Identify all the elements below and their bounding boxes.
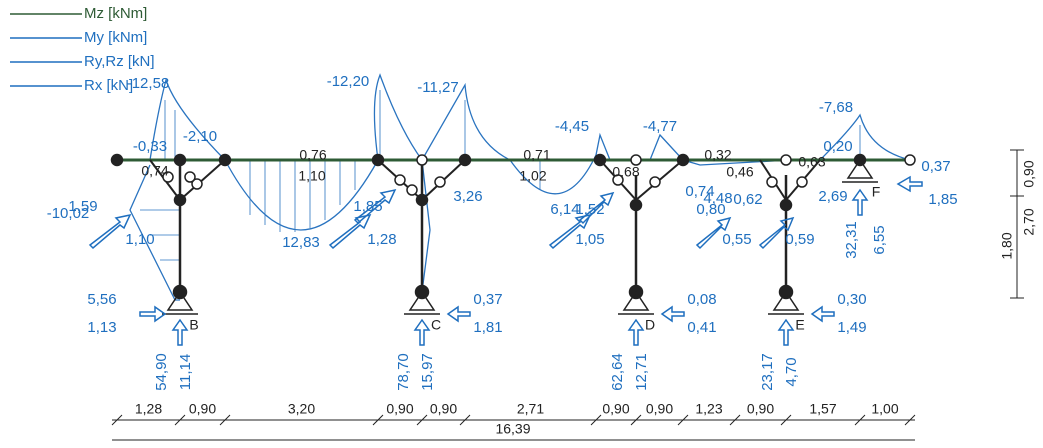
moment-label: -12,20 xyxy=(327,73,370,90)
moment-label: -7,68 xyxy=(819,99,853,116)
dimension-label: 0,90 xyxy=(646,401,673,417)
reaction-label: 6,55 xyxy=(871,225,888,254)
beam-label: 0,76 xyxy=(299,147,326,163)
moment-label: -2,10 xyxy=(183,128,217,145)
reaction-label: 23,17 xyxy=(759,353,776,391)
support-name: E xyxy=(795,317,804,333)
reaction-label: 1,05 xyxy=(575,231,604,248)
legend-label: My [kNm] xyxy=(84,29,147,46)
reaction-label: 11,14 xyxy=(177,354,194,390)
dimension-label: 0,90 xyxy=(386,401,413,417)
legend-label: Mz [kNm] xyxy=(84,5,147,22)
moment-label: 3,26 xyxy=(453,188,482,205)
support-name: F xyxy=(872,184,881,200)
moment-label: -11,27 xyxy=(417,79,458,96)
beam-label: 0,74 xyxy=(141,163,168,179)
labels: Mz [kNm]My [kNm]Ry,Rz [kN]Rx [kN]-12,58-… xyxy=(47,5,1037,437)
dimension-label: 1,23 xyxy=(695,401,722,417)
dimension-label: 0,90 xyxy=(189,401,216,417)
reaction-label: 1,10 xyxy=(125,231,154,248)
reaction-label: 5,56 xyxy=(87,291,116,308)
reaction-label: -10,02 xyxy=(47,205,90,222)
reaction-label: 1,85 xyxy=(928,191,957,208)
beam-label: 0,71 xyxy=(523,147,550,163)
reaction-label: 0,37 xyxy=(921,158,950,175)
reaction-label: 1,13 xyxy=(87,319,116,336)
reaction-label: 78,70 xyxy=(395,353,412,391)
moment-label: -4,45 xyxy=(555,118,589,135)
beam-label: 0,32 xyxy=(704,147,731,163)
reaction-label: 15,97 xyxy=(419,353,436,391)
dimension-label: 1,80 xyxy=(999,232,1015,259)
moment-label: -0,33 xyxy=(133,138,167,155)
reaction-label: 1,28 xyxy=(367,231,396,248)
beam-label: 0,68 xyxy=(612,164,639,180)
dimension-label: 2,71 xyxy=(517,401,544,417)
legend-lines xyxy=(10,14,82,86)
moment-label: 0,80 xyxy=(696,201,725,218)
dimension-label: 1,57 xyxy=(809,401,836,417)
moment-diagram xyxy=(117,75,910,300)
moment-label: 1,52 xyxy=(575,201,604,218)
reaction-label: 0,59 xyxy=(785,231,814,248)
dimension-label: 16,39 xyxy=(495,421,530,437)
reaction-label: 0,55 xyxy=(722,231,751,248)
dimension-label: 0,90 xyxy=(747,401,774,417)
reaction-label: 0,08 xyxy=(687,291,716,308)
reaction-label: 2,69 xyxy=(818,188,847,205)
dimension-label: 0,90 xyxy=(1021,160,1037,187)
reaction-label: 32,31 xyxy=(843,221,860,259)
dimension-lines xyxy=(112,150,1024,440)
reaction-label: 0,37 xyxy=(473,291,502,308)
dimension-label: 0,90 xyxy=(430,401,457,417)
dimension-label: 1,28 xyxy=(135,401,162,417)
moment-label: 12,83 xyxy=(282,234,320,251)
reaction-label: 54,90 xyxy=(153,353,170,391)
moment-label: -12,58 xyxy=(127,75,170,92)
reaction-label: 4,70 xyxy=(783,357,800,386)
reaction-label: 1,49 xyxy=(837,319,866,336)
support-name: D xyxy=(645,317,655,333)
dimension-label: 0,90 xyxy=(602,401,629,417)
legend-label: Ry,Rz [kN] xyxy=(84,53,155,70)
dimension-label: 3,20 xyxy=(288,401,315,417)
dimension-label: 1,00 xyxy=(871,401,898,417)
beam-label: 0,46 xyxy=(726,164,753,180)
beam-label: 1,10 xyxy=(298,168,325,184)
reaction-label: 0,30 xyxy=(837,291,866,308)
reaction-label: 0,41 xyxy=(687,319,716,336)
reaction-label: 62,64 xyxy=(609,353,626,391)
reaction-label: 1,81 xyxy=(473,319,502,336)
reaction-label: 1,85 xyxy=(353,198,382,215)
moment-label: -4,77 xyxy=(643,118,677,135)
moment-label: 0,62 xyxy=(733,191,762,208)
beam-label: 0,63 xyxy=(798,154,825,170)
moment-label: 0,20 xyxy=(823,138,852,155)
diagram: Mz [kNm]My [kNm]Ry,Rz [kN]Rx [kN]-12,58-… xyxy=(0,0,1043,448)
beam-label: 1,02 xyxy=(519,168,546,184)
dimension-label: 2,70 xyxy=(1021,208,1037,235)
support-name: C xyxy=(431,317,441,333)
reaction-label: 12,71 xyxy=(633,353,650,391)
support-name: B xyxy=(189,317,198,333)
